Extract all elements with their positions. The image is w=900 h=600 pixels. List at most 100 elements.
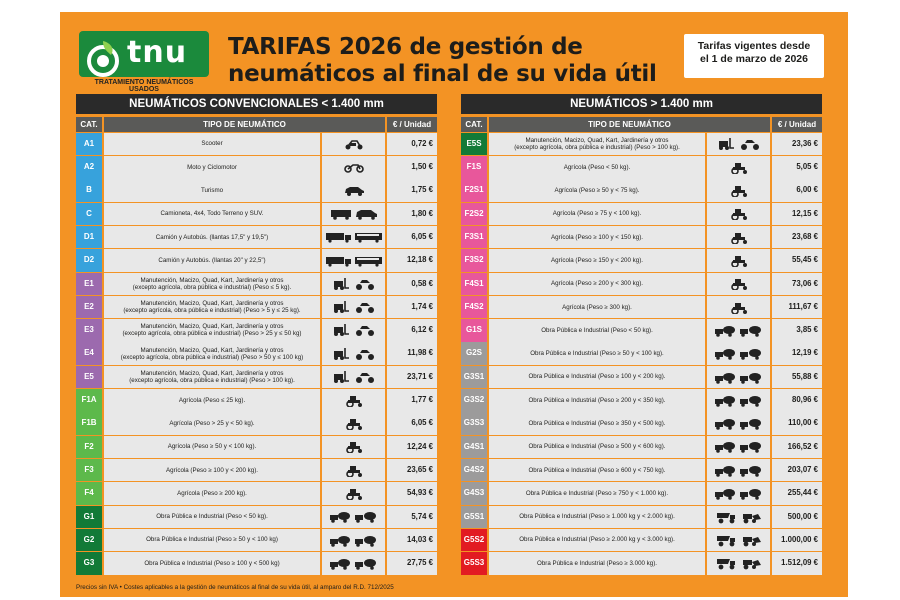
category-badge: G4S2 — [461, 458, 487, 482]
unit-price: 1,50 € — [387, 156, 437, 179]
unit-price: 255,44 € — [772, 482, 822, 505]
description-text: Obra Pública e Industrial (Peso ≥ 600 y … — [528, 466, 666, 474]
category-badge: D1 — [76, 225, 102, 249]
description-text: Agrícola (Peso ≥ 200 y < 300 kg). — [551, 280, 643, 288]
description-text: Obra Pública e Industrial (Peso ≥ 3.000 … — [537, 559, 657, 567]
description-text: Agrícola (Peso > 25 y < 50 kg). — [169, 420, 255, 427]
tyre-type-description: Agrícola (Peso ≥ 150 y < 200 kg). — [489, 249, 705, 272]
tractor-icon — [322, 458, 385, 482]
description-text: Obra Pública e Industrial (Peso ≥ 500 y … — [528, 443, 666, 451]
table-header: CAT. TIPO DE NEUMÁTICO € / Unidad — [461, 117, 822, 132]
description-text: Agrícola (Peso ≥ 75 y < 100 kg). — [552, 210, 642, 218]
unit-price: 6,05 € — [387, 412, 437, 435]
description-text: Obra Pública e Industrial (Peso ≥ 200 y … — [528, 396, 666, 404]
description-text: Manutención, Macizo, Quad, Kart, Jardine… — [129, 369, 295, 385]
van-suv-icon — [322, 202, 385, 226]
unit-price: 11,98 € — [387, 342, 437, 365]
header-tipo: TIPO DE NEUMÁTICO — [489, 117, 770, 132]
unit-price: 5,74 € — [387, 505, 437, 529]
leaf-tyre-icon — [87, 41, 119, 77]
table-row: F1A Agrícola (Peso ≤ 25 kg). 1,77 € — [76, 389, 437, 412]
large-tyres-table: NEUMÁTICOS > 1.400 mm CAT. TIPO DE NEUMÁ… — [461, 94, 822, 575]
description-text: Obra Pública e Industrial (Peso < 50 kg)… — [156, 513, 268, 521]
tyre-type-description: Agrícola (Peso > 25 y < 50 kg). — [104, 412, 320, 435]
category-badge: E4 — [76, 342, 102, 365]
unit-price: 6,00 € — [772, 179, 822, 202]
table-row: F2S1 Agrícola (Peso ≥ 50 y < 75 kg). 6,00 … — [461, 179, 822, 202]
description-text: Manutención, Macizo, Quad, Kart, Jardine… — [132, 276, 292, 291]
table-header: CAT. TIPO DE NEUMÁTICO € / Unidad — [76, 117, 437, 132]
tyre-type-description: Obra Pública e Industrial (Peso ≥ 2.000 … — [489, 528, 705, 552]
unit-price: 203,07 € — [772, 458, 822, 482]
category-badge: F4S2 — [461, 295, 487, 319]
category-badge: G5S3 — [461, 552, 487, 575]
tyre-type-description: Obra Pública e Industrial (Peso ≥ 50 y <… — [489, 342, 705, 365]
tractor-icon — [707, 272, 770, 296]
category-badge: G5S2 — [461, 528, 487, 552]
category-badge: G3S3 — [461, 412, 487, 435]
header-price: € / Unidad — [387, 117, 437, 132]
tyre-type-description: Agrícola (Peso ≥ 100 y < 150 kg). — [489, 225, 705, 249]
tyre-type-description: Manutención, Macizo, Quad, Kart, Jardine… — [104, 342, 320, 365]
category-badge: G4S1 — [461, 435, 487, 459]
mixer-truck-icon — [322, 505, 385, 529]
tyre-type-description: Agrícola (Peso ≤ 25 kg). — [104, 389, 320, 412]
category-badge: G2S — [461, 342, 487, 365]
table-rows: E5S Manutención, Macizo, Quad, Kart, Jard… — [461, 132, 822, 575]
table-row: G2 Obra Pública e Industrial (Peso ≥ 50 y… — [76, 528, 437, 552]
tyre-type-description: Agrícola (Peso ≥ 75 y < 100 kg). — [489, 202, 705, 226]
unit-price: 12,24 € — [387, 435, 437, 459]
table-row: F3S2 Agrícola (Peso ≥ 150 y < 200 kg). 55,… — [461, 249, 822, 272]
category-badge: G3S2 — [461, 389, 487, 412]
mixer-truck-icon — [707, 342, 770, 365]
unit-price: 23,68 € — [772, 225, 822, 249]
unit-price: 1,80 € — [387, 202, 437, 226]
scooter-icon — [322, 132, 385, 156]
forklift-quad-icon — [322, 319, 385, 342]
table-row: G3 Obra Pública e Industrial (Peso ≥ 100 … — [76, 552, 437, 575]
tyre-type-description: Scooter — [104, 132, 320, 156]
truck-bus-icon — [322, 225, 385, 249]
tyre-type-description: Obra Pública e Industrial (Peso ≥ 600 y … — [489, 458, 705, 482]
footnote: Precios sin IVA • Costes aplicables a la… — [76, 584, 394, 591]
description-text: Camión y Autobús. (llantas 17,5" y 19,5"… — [155, 233, 269, 241]
tyre-type-description: Agrícola (Peso ≥ 200 y < 300 kg). — [489, 272, 705, 296]
category-badge: F2S2 — [461, 202, 487, 226]
unit-price: 500,00 € — [772, 505, 822, 529]
category-badge: E5S — [461, 132, 487, 156]
tariff-poster: tnu TRATAMIENTO NEUMÁTICOS USADOS TARIFA… — [60, 12, 848, 597]
description-text: Agrícola (Peso ≤ 25 kg). — [178, 396, 246, 404]
dumper-loader-icon — [707, 528, 770, 552]
description-text: Turismo — [200, 187, 224, 195]
table-row: F4S1 Agrícola (Peso ≥ 200 y < 300 kg). 73,… — [461, 272, 822, 296]
unit-price: 1,77 € — [387, 389, 437, 412]
table-row: F2 Agrícola (Peso ≥ 50 y < 100 kg). 12,24 … — [76, 435, 437, 459]
table-row: F3 Agrícola (Peso ≥ 100 y < 200 kg). 23,65… — [76, 458, 437, 482]
table-title: NEUMÁTICOS CONVENCIONALES < 1.400 mm — [76, 94, 437, 114]
category-badge: F1B — [76, 412, 102, 435]
mixer-truck-icon — [707, 435, 770, 459]
table-title: NEUMÁTICOS > 1.400 mm — [461, 94, 822, 114]
table-row: E3 Manutención, Macizo, Quad, Kart, Jardi… — [76, 319, 437, 342]
description-text: Agrícola (Peso < 50 kg). — [563, 163, 631, 171]
unit-price: 80,96 € — [772, 389, 822, 412]
table-row: G1S Obra Pública e Industrial (Peso < 50 … — [461, 319, 822, 342]
unit-price: 0,58 € — [387, 272, 437, 296]
mixer-truck-icon — [707, 482, 770, 505]
table-row: G4S2 Obra Pública e Industrial (Peso ≥ 60… — [461, 458, 822, 482]
tyre-type-description: Obra Pública e Industrial (Peso ≥ 100 y … — [489, 365, 705, 389]
mixer-truck-icon — [707, 319, 770, 342]
unit-price: 73,06 € — [772, 272, 822, 296]
tyre-type-description: Moto y Ciclomotor — [104, 156, 320, 179]
tractor-icon — [707, 249, 770, 272]
table-row: D1 Camión y Autobús. (llantas 17,5" y 19,… — [76, 225, 437, 249]
unit-price: 54,93 € — [387, 482, 437, 505]
unit-price: 55,45 € — [772, 249, 822, 272]
description-text: Agrícola (Peso ≥ 100 y < 150 kg). — [551, 233, 643, 241]
tractor-icon — [322, 412, 385, 435]
category-badge: A1 — [76, 132, 102, 156]
table-row: G3S3 Obra Pública e Industrial (Peso ≥ 35… — [461, 412, 822, 435]
conventional-tyres-table: NEUMÁTICOS CONVENCIONALES < 1.400 mm CAT… — [76, 94, 437, 575]
tyre-type-description: Camión y Autobús. (llantas 17,5" y 19,5"… — [104, 225, 320, 249]
description-text: Obra Pública e Industrial (Peso ≥ 350 y … — [528, 420, 666, 427]
